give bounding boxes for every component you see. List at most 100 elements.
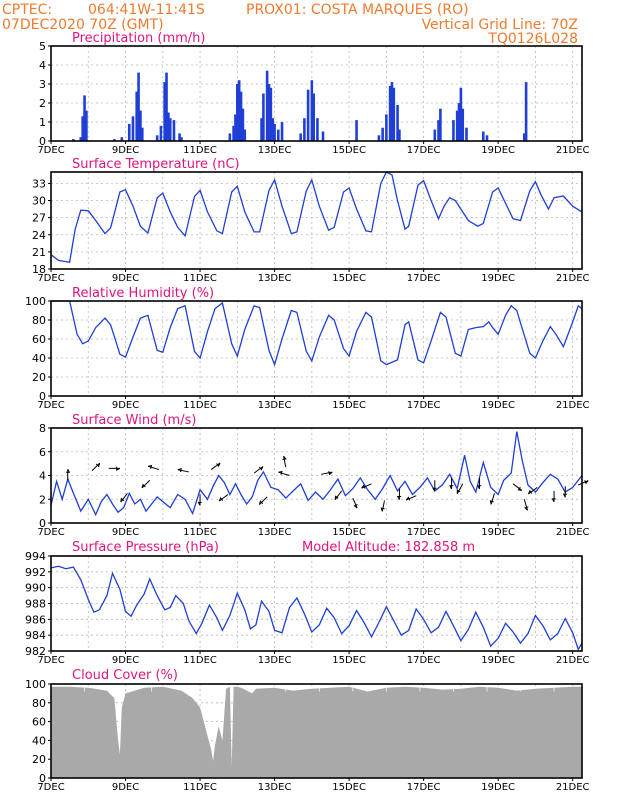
cloud-xtick-label: 9DEC [112,782,139,793]
temp-title: Surface Temperature (nC) [72,157,240,172]
temp-xtick-label: 17DEC [407,273,441,284]
wind-arrow-head [328,470,333,476]
cloud-xtick-label: 15DEC [332,782,366,793]
precip-bar [388,85,392,141]
panels: Precipitation (mm/h)7DEC 9DEC 11DEC 13DEC 15… [25,31,590,793]
point-name: PROX01: COSTA MARQUES (RO) [246,2,469,18]
precip-bar [113,139,116,141]
precip-bar [433,129,437,141]
precip-xtick-label: 11DEC [183,145,217,156]
precip-bar [269,87,273,141]
wind-arrow-head [116,466,121,471]
precip-bar [299,133,302,141]
wind-arrow-head [218,496,224,502]
pres-xtick-label: 11DEC [183,655,217,666]
precip-bar [396,104,399,141]
precip-bar [381,127,384,141]
precip-bar [267,84,271,141]
temp-frame [50,171,583,270]
temp-series-line [50,171,583,263]
precip-bar [232,125,235,141]
wind-arrow-head [258,466,264,471]
precip-bar [377,135,381,141]
pres-ytick-label: 990 [25,582,46,595]
wind-arrow-head [120,497,125,503]
wind-arrow-head [489,500,494,505]
pres-xtick-label: 13DEC [258,655,292,666]
wind-arrow-head [517,486,522,491]
precip-ytick-label: 5 [39,40,46,53]
wind-arrow-head [361,484,366,489]
precip-bar [312,93,316,141]
cloud-ytick-label: 100 [25,678,46,691]
rh-ytick-label: 60 [32,333,46,346]
wind-arrow-head [380,507,385,512]
wind-arrow-head [449,485,454,490]
cloud-ytick-label: 20 [32,753,46,766]
precip-bar [172,120,176,141]
precip-bar [461,108,465,141]
precip-bar [303,118,306,141]
wind-xtick-label: 19DEC [481,527,515,538]
wind-arrow [523,499,529,511]
wind-ytick-label: 2 [39,493,46,506]
precip-bar [79,137,83,141]
temp-ytick-label: 27 [32,212,46,225]
wind-xtick-label: 7DEC [37,527,64,538]
precip-bar [165,72,168,141]
cloud-xtick-label: 17DEC [407,782,441,793]
precip-xtick-label: 13DEC [258,145,292,156]
wind-arrow-head [476,485,482,490]
wind-arrow-head [282,455,287,460]
location-coordinates: 064:41W-11:41S [88,2,205,18]
precip-bar [163,82,166,141]
cloud-title: Cloud Cover (%) [72,668,178,683]
precip-bar [262,93,265,141]
wind-xtick-label: 13DEC [258,527,292,538]
precip-bar [239,91,243,141]
wind-ytick-label: 6 [39,446,46,459]
run-date: 07DEC2020 70Z (GMT) [2,17,164,33]
precip-xtick-label: 21DEC [556,145,590,156]
wind-arrow [141,479,151,489]
precip-bar [167,112,170,141]
wind-arrow [528,486,538,495]
wind-arrow-head [524,506,529,511]
wind-arrow [352,497,358,509]
precip-bar [234,114,237,141]
pres-ytick-label: 982 [25,645,46,658]
wind-panel: Surface Wind (m/s) 7DEC 9DEC 11DEC 13DEC 15DE… [37,413,589,538]
rh-ytick-label: 20 [32,371,46,384]
wind-arrow-head [396,496,402,500]
precip-bar [481,131,485,141]
precip-ytick-label: 1 [39,116,46,129]
pres-xtick-label: 9DEC [112,655,139,666]
wind-arrow-head [334,495,339,500]
temp-xtick-label: 19DEC [481,273,515,284]
wind-xtick-label: 9DEC [112,527,139,538]
wind-arrow [91,462,101,472]
precip-bar [265,70,269,141]
wind-arrow-head [258,500,264,505]
wind-xtick-label: 11DEC [183,527,217,538]
temp-ytick-label: 18 [32,263,46,276]
cloud-xtick-label: 11DEC [183,782,217,793]
wind-arrow [253,466,264,474]
precip-bar [243,129,247,141]
precip-bar [398,129,401,141]
rh-xtick-label: 7DEC [37,400,64,411]
wind-ytick-label: 0 [39,517,46,530]
pres-xtick-label: 21DEC [556,655,590,666]
wind-arrow [259,496,268,505]
wind-series-line [50,431,583,517]
precip-bar [139,110,142,141]
pres-ytick-label: 988 [25,598,46,611]
wind-arrow-head [432,487,437,492]
pres-ytick-label: 984 [25,629,46,642]
cloud-ytick-label: 0 [39,772,46,785]
wind-arrow-head [278,470,283,475]
cloud-xtick-label: 7DEC [37,782,64,793]
precip-bar [355,120,358,141]
temp-xtick-label: 15DEC [332,273,366,284]
